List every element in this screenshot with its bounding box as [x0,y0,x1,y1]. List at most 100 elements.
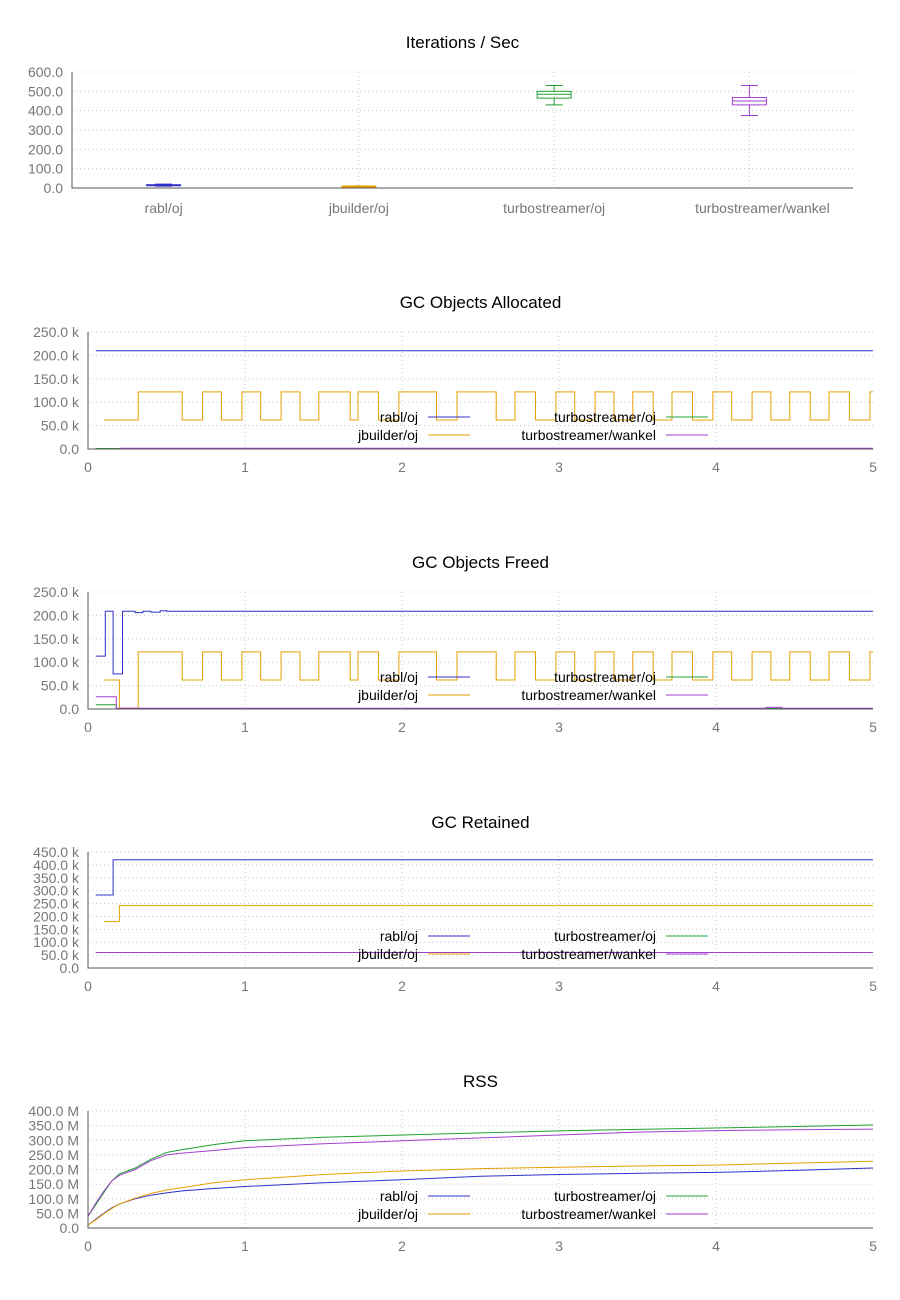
y-tick-label: 250.0 M [28,1147,79,1163]
x-tick-label: 2 [398,978,406,994]
legend-label: turbostreamer/oj [554,928,656,944]
y-tick-label: 200.0 k [33,347,80,363]
y-tick-label: 100.0 k [33,394,80,410]
x-tick-label: 5 [869,459,877,475]
y-tick-label: 400.0 M [28,1103,79,1119]
x-tick-label: 0 [84,719,92,735]
axis-frame [71,72,853,189]
chart-iterations-sec: Iterations / Sec 0.0 100.0 200.0 300.0 400.0 5… [28,33,853,216]
legend-label: turbostreamer/oj [554,409,656,425]
y-tick-label: 100.0 k [33,934,80,950]
x-tick-label: 1 [241,719,249,735]
box-turbostreamer-wankel [731,85,767,116]
y-tick-label: 50.0 k [41,678,80,694]
legend-label: jbuilder/oj [357,687,418,703]
y-tick-label: 200.0 k [33,607,80,623]
box-jbuilder-oj [341,185,377,188]
legend-label: rabl/oj [380,1188,418,1204]
y-tick-label: 400.0 [28,103,63,119]
legend-entry-turbostreamer-wankel: turbostreamer/wankel [521,1206,708,1222]
legend-entry-rabl-oj: rabl/oj [380,1188,470,1204]
x-tick-label: 3 [555,1238,563,1254]
x-tick-label: 5 [869,719,877,735]
series-line-jbuilder-oj [87,1160,874,1226]
x-tick-label: rabl/oj [145,200,183,216]
x-tick-label: 0 [84,459,92,475]
x-tick-label: 5 [869,1238,877,1254]
box-rabl-oj [146,183,182,187]
legend-label: turbostreamer/wankel [521,946,656,962]
legend-entry-rabl-oj: rabl/oj [380,409,470,425]
y-tick-label: 0.0 [60,441,80,457]
legend-entry-turbostreamer-oj: turbostreamer/oj [554,409,708,425]
series-line-jbuilder-oj [103,905,873,923]
y-tick-label: 300.0 [28,122,63,138]
y-tick-label: 50.0 k [41,418,80,434]
x-tick-label: 1 [241,459,249,475]
y-tick-label: 350.0 M [28,1118,79,1134]
chart-title: GC Objects Freed [412,553,549,572]
legend-label: rabl/oj [380,409,418,425]
series-line-jbuilder-oj [103,651,873,709]
legend-label: turbostreamer/oj [554,1188,656,1204]
legend-entry-rabl-oj: rabl/oj [380,928,470,944]
chart-gc-objects-freed: GC Objects Freed 0.0 50.0 k 100.0 k 150.0 k 2… [33,553,877,735]
y-tick-label: 0.0 [60,1220,80,1236]
series-line-turbostreamer-wankel [95,696,873,709]
axis-frame [87,592,873,710]
legend-label: rabl/oj [380,669,418,685]
axis-frame [87,332,873,450]
y-tick-label: 200.0 M [28,1162,79,1178]
y-tick-label: 600.0 [28,64,63,80]
x-tick-label: turbostreamer/wankel [695,200,830,216]
series-line-rabl-oj [95,859,873,896]
y-tick-label: 350.0 k [33,870,80,886]
x-tick-label: 2 [398,1238,406,1254]
legend-label: turbostreamer/wankel [521,427,656,443]
series-line-rabl-oj [95,610,873,675]
y-tick-label: 0.0 [60,960,80,976]
axis-frame [87,1111,873,1229]
series-line-rabl-oj [87,1167,874,1226]
y-tick-label: 200.0 [28,141,63,157]
y-tick-label: 250.0 k [33,324,80,340]
legend-entry-turbostreamer-wankel: turbostreamer/wankel [521,687,708,703]
y-tick-label: 150.0 k [33,921,80,937]
x-tick-label: 2 [398,459,406,475]
axis-frame [87,852,873,969]
x-tick-label: 3 [555,719,563,735]
x-tick-label: 5 [869,978,877,994]
legend-entry-jbuilder-oj: jbuilder/oj [357,687,470,703]
box-turbostreamer-oj [536,85,572,106]
x-tick-label: 4 [712,459,720,475]
x-tick-label: 3 [555,978,563,994]
legend-label: turbostreamer/wankel [521,687,656,703]
y-tick-label: 0.0 [60,701,80,717]
legend-label: turbostreamer/oj [554,669,656,685]
y-tick-label: 300.0 M [28,1132,79,1148]
legend-label: jbuilder/oj [357,427,418,443]
legend-entry-turbostreamer-oj: turbostreamer/oj [554,669,708,685]
y-tick-label: 250.0 k [33,584,80,600]
legend-entry-rabl-oj: rabl/oj [380,669,470,685]
chart-title: RSS [463,1072,498,1091]
y-tick-label: 400.0 k [33,857,80,873]
y-tick-label: 450.0 k [33,844,80,860]
chart-gc-objects-allocated: GC Objects Allocated 0.0 50.0 k 100.0 k 150.… [33,293,877,475]
series-line-turbostreamer-oj [87,1124,874,1217]
x-tick-label: 1 [241,978,249,994]
x-tick-label: 0 [84,1238,92,1254]
legend-entry-turbostreamer-oj: turbostreamer/oj [554,928,708,944]
chart-title: GC Objects Allocated [400,293,562,312]
y-tick-label: 150.0 k [33,371,80,387]
x-tick-label: 1 [241,1238,249,1254]
legend-entry-jbuilder-oj: jbuilder/oj [357,1206,470,1222]
legend-label: jbuilder/oj [357,946,418,962]
y-tick-label: 150.0 k [33,631,80,647]
legend-entry-turbostreamer-wankel: turbostreamer/wankel [521,946,708,962]
y-tick-label: 100.0 k [33,654,80,670]
y-tick-label: 100.0 [28,161,63,177]
